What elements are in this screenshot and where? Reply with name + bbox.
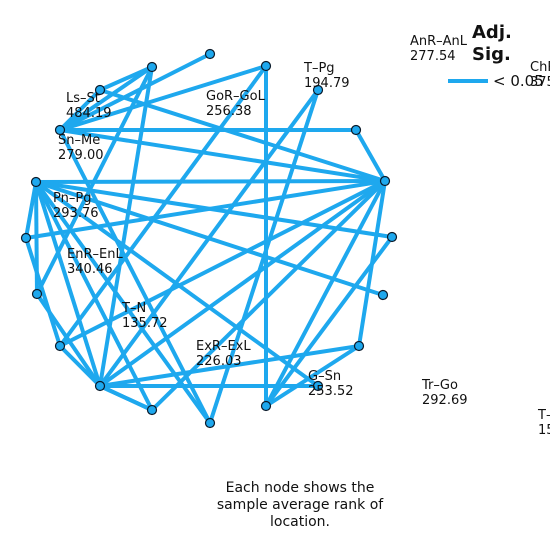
node-label-tn: T–N xyxy=(121,301,146,316)
caption-line-1: Each node shows the xyxy=(225,480,375,496)
edge-lsst-gor xyxy=(58,88,102,132)
edge-enr-exrl xyxy=(35,292,102,388)
edge-nsn-tsn xyxy=(264,235,394,408)
node-rank-chr: 375.55 xyxy=(530,75,550,90)
node-label-exrl: ExR–ExL xyxy=(196,339,251,354)
edge-tn-exrl xyxy=(58,344,102,388)
node-chr[interactable] xyxy=(260,60,272,72)
node-rank-tpg: 194.79 xyxy=(304,76,350,91)
node-label-tpg: T–Pg xyxy=(303,61,335,76)
node-snme[interactable] xyxy=(30,176,42,188)
edge-stli-snme xyxy=(35,179,386,184)
node-label-snme: Sn–Me xyxy=(58,133,100,148)
node-label-tsn: T–Sn xyxy=(537,408,550,423)
node-label-gsn: G–Sn xyxy=(308,369,341,384)
edge-tsn-exlc xyxy=(264,344,361,408)
edge-snme-exrc xyxy=(35,180,384,297)
edge-zyr-stli xyxy=(354,129,387,182)
node-rank-exrl: 226.03 xyxy=(196,354,242,369)
node-rank-enr: 340.46 xyxy=(67,262,113,277)
nodes-layer xyxy=(20,48,398,429)
node-gsn[interactable] xyxy=(146,404,158,416)
node-rank-gor: 256.38 xyxy=(206,104,252,119)
edge-lsst-chr xyxy=(59,64,267,132)
caption: Each node shows the sample average rank … xyxy=(120,480,480,531)
edge-lsst-anran xyxy=(59,52,211,132)
node-enr[interactable] xyxy=(31,288,43,300)
node-alr[interactable] xyxy=(312,84,324,96)
edge-exrl-exlc xyxy=(99,344,360,388)
node-zyr[interactable] xyxy=(350,124,362,136)
node-lsst[interactable] xyxy=(54,124,66,136)
node-label-gor: GoR–GoL xyxy=(206,89,266,104)
node-rank-anran: 277.54 xyxy=(410,49,456,64)
node-label-enr: EnR–EnL xyxy=(67,247,123,262)
node-rank-pnpg: 293.76 xyxy=(53,206,99,221)
edge-stli-exrl xyxy=(98,179,387,388)
edges-layer xyxy=(24,52,394,425)
edge-stli-tsn xyxy=(264,180,387,407)
node-tpg[interactable] xyxy=(146,61,158,73)
node-trg[interactable] xyxy=(312,380,324,392)
node-tn[interactable] xyxy=(54,340,66,352)
legend-entry-label: < 0.05 xyxy=(493,72,544,90)
edge-tpg-gor xyxy=(99,65,153,92)
edge-lsst-tpg xyxy=(58,65,154,132)
labels-layer: T–Pg194.79AnR–AnL277.54ChR–ChL375.55AlR–… xyxy=(53,34,550,438)
node-stli[interactable] xyxy=(379,175,391,187)
node-exrl[interactable] xyxy=(94,380,106,392)
node-label-chr: ChR–ChL xyxy=(530,60,550,75)
node-exlc[interactable] xyxy=(353,340,365,352)
node-gor[interactable] xyxy=(94,84,106,96)
node-rank-tsn: 156.90 xyxy=(538,423,550,438)
edge-pnpg-snme xyxy=(24,181,38,239)
node-anran[interactable] xyxy=(204,48,216,60)
node-rank-lsst: 484.19 xyxy=(66,106,112,121)
node-rank-gsn: 253.52 xyxy=(308,384,354,399)
edge-tpg-exrl xyxy=(98,66,154,387)
node-label-anran: AnR–AnL xyxy=(410,34,468,49)
edge-gsn-exrl xyxy=(99,384,153,412)
caption-line-3: location. xyxy=(270,514,330,530)
legend: Adj. Sig. < 0.05 xyxy=(448,22,544,90)
node-pnpg[interactable] xyxy=(20,232,32,244)
node-rank-tn: 135.72 xyxy=(122,316,168,331)
node-exrc[interactable] xyxy=(377,289,389,301)
edge-snme-gsn xyxy=(34,181,154,411)
node-rank-trgo: 292.69 xyxy=(422,393,468,408)
node-label-trgo: Tr–Go xyxy=(421,378,458,393)
edge-snme-nsn xyxy=(35,180,393,239)
node-trgo[interactable] xyxy=(204,417,216,429)
edge-stli-tn xyxy=(59,179,386,348)
caption-line-2: sample average rank of xyxy=(216,497,384,513)
node-tsn[interactable] xyxy=(260,400,272,412)
node-rank-snme: 279.00 xyxy=(58,148,104,163)
legend-title-line2: Sig. xyxy=(472,44,511,65)
node-label-pnpg: Pn–Pg xyxy=(53,191,91,206)
legend-title-line1: Adj. xyxy=(472,22,512,43)
edge-snme-exrl xyxy=(34,181,102,387)
edge-pnpg-tn xyxy=(24,237,62,347)
node-nsn[interactable] xyxy=(386,231,398,243)
edge-snme-trgo xyxy=(34,180,212,425)
node-label-lsst: Ls–St xyxy=(66,91,100,106)
edge-snme-trg xyxy=(34,180,320,388)
